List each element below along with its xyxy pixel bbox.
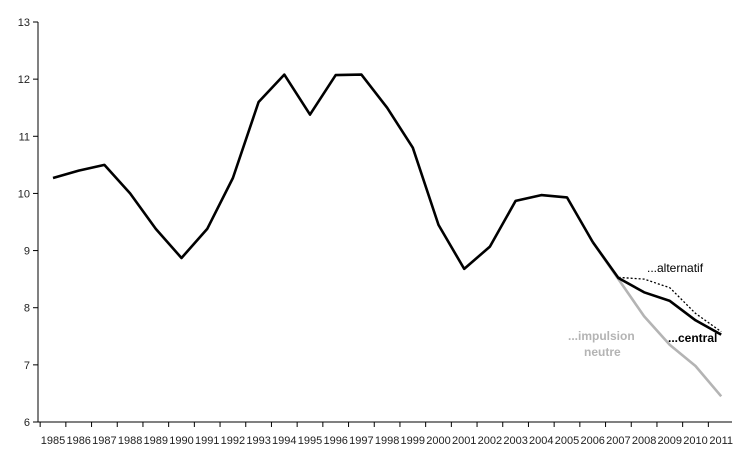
x-tick-label: 1993 xyxy=(246,435,270,447)
x-tick-label: 1994 xyxy=(272,435,296,447)
x-tick-label: 2010 xyxy=(683,435,707,447)
x-tick-label: 2006 xyxy=(580,435,604,447)
x-tick-label: 1987 xyxy=(92,435,116,447)
x-tick-label: 2002 xyxy=(478,435,502,447)
series-line-alternatif xyxy=(592,241,722,333)
x-tick-label: 1985 xyxy=(41,435,65,447)
x-tick-label: 1991 xyxy=(195,435,219,447)
x-tick-label: 1997 xyxy=(349,435,373,447)
y-tick-label: 12 xyxy=(18,74,30,86)
y-ticks: 6 7 8 9 10 11 12 13 xyxy=(18,17,38,429)
x-tick-label: 1995 xyxy=(298,435,322,447)
x-tick-label: 2009 xyxy=(658,435,682,447)
x-tick-label: 2001 xyxy=(452,435,476,447)
x-tick-label: 1989 xyxy=(144,435,168,447)
x-ticks: 1985 1986 1987 1988 1989 1990 1991 1992 1993 1994… xyxy=(39,422,733,447)
x-tick-label: 1990 xyxy=(169,435,193,447)
x-tick-label: 2011 xyxy=(709,435,733,447)
y-tick-label: 7 xyxy=(24,360,30,372)
series-line-central xyxy=(591,241,722,336)
y-tick-label: 9 xyxy=(24,246,30,258)
x-tick-label: 2004 xyxy=(529,435,553,447)
x-tick-label: 1992 xyxy=(221,435,245,447)
series-layer xyxy=(52,73,723,398)
x-tick-label: 1988 xyxy=(118,435,142,447)
annotation-central: ...central xyxy=(668,331,717,345)
y-tick-label: 6 xyxy=(24,417,30,429)
y-tick-label: 11 xyxy=(19,131,30,143)
x-tick-label: 2007 xyxy=(606,435,630,447)
x-tick-label: 1996 xyxy=(323,435,347,447)
x-tick-label: 1986 xyxy=(66,435,90,447)
annotation-alternatif: ...alternatif xyxy=(647,261,704,275)
x-tick-label: 2003 xyxy=(503,435,527,447)
x-tick-label: 2005 xyxy=(555,435,579,447)
x-tick-label: 1999 xyxy=(401,435,425,447)
series-line-history xyxy=(52,73,594,271)
x-tick-label: 2008 xyxy=(632,435,656,447)
annotation-impulsion: ...impulsion xyxy=(568,329,635,343)
axes xyxy=(37,22,732,423)
annotation-neutre: neutre xyxy=(584,345,621,359)
y-tick-label: 8 xyxy=(24,303,30,315)
y-tick-label: 10 xyxy=(18,188,30,200)
x-tick-label: 1998 xyxy=(375,435,399,447)
y-tick-label: 13 xyxy=(18,17,30,29)
x-tick-label: 2000 xyxy=(426,435,450,447)
annotations: ...alternatif ...central ...impulsion ne… xyxy=(568,261,717,359)
